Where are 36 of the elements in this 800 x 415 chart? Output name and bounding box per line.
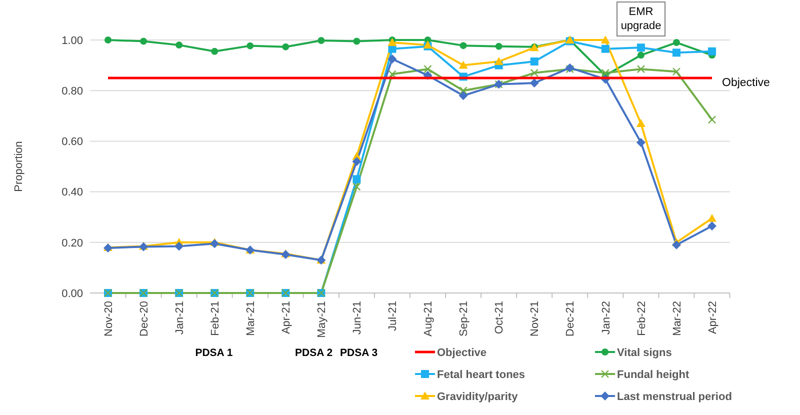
x-tick-label: Jan-22 (600, 301, 612, 335)
x-tick-label: Dec-21 (564, 301, 577, 336)
x-tick-label: Dec-20 (138, 301, 150, 336)
x-tick-label: Sep-21 (458, 301, 470, 336)
text: EMR upgrade (620, 6, 662, 32)
x-tick-label: Apr-21 (280, 301, 292, 334)
x-tick-label: Jan-21 (174, 301, 186, 335)
x-tick-label: Feb-21 (209, 301, 222, 336)
legend-label: Last menstrual period (617, 390, 732, 403)
y-tick-label: 0.40 (62, 186, 83, 199)
x-tick-label: Aug-21 (422, 301, 435, 336)
x-tick-label: Feb-22 (636, 301, 648, 336)
y-tick-label: 0.20 (62, 237, 83, 250)
text: PDSA 2 (295, 347, 333, 359)
x-tick-label: Jun-21 (352, 301, 364, 335)
x-tick-label: Nov-21 (529, 301, 542, 336)
x-tick-label: Mar-22 (671, 301, 684, 336)
x-tick-label: Apr-22 (706, 301, 719, 334)
y-axis-title: Proportion (13, 141, 25, 192)
text: Objective (437, 346, 487, 359)
y-tick-label: 0.00 (62, 288, 83, 300)
y-tick-label: 1.00 (62, 34, 83, 47)
legend-label: Fetal heart tones (437, 368, 526, 381)
y-tick-label: 0.80 (62, 85, 83, 98)
x-tick-label: May-21 (316, 301, 328, 338)
text: PDSA 3 (340, 347, 378, 359)
x-tick-label: Nov-20 (102, 301, 115, 336)
text: PDSA 1 (195, 347, 233, 359)
legend-label: Fundal height (617, 368, 690, 381)
x-tick-label: Oct-21 (494, 301, 506, 334)
legend-label: Gravidity/parity (437, 390, 519, 403)
ref-line-label: Objective (722, 76, 770, 89)
legend-label: Vital signs (617, 346, 672, 359)
x-tick-label: Jul-21 (387, 301, 400, 331)
x-tick-label: Mar-21 (244, 301, 257, 336)
y-tick-label: 0.60 (62, 136, 83, 148)
